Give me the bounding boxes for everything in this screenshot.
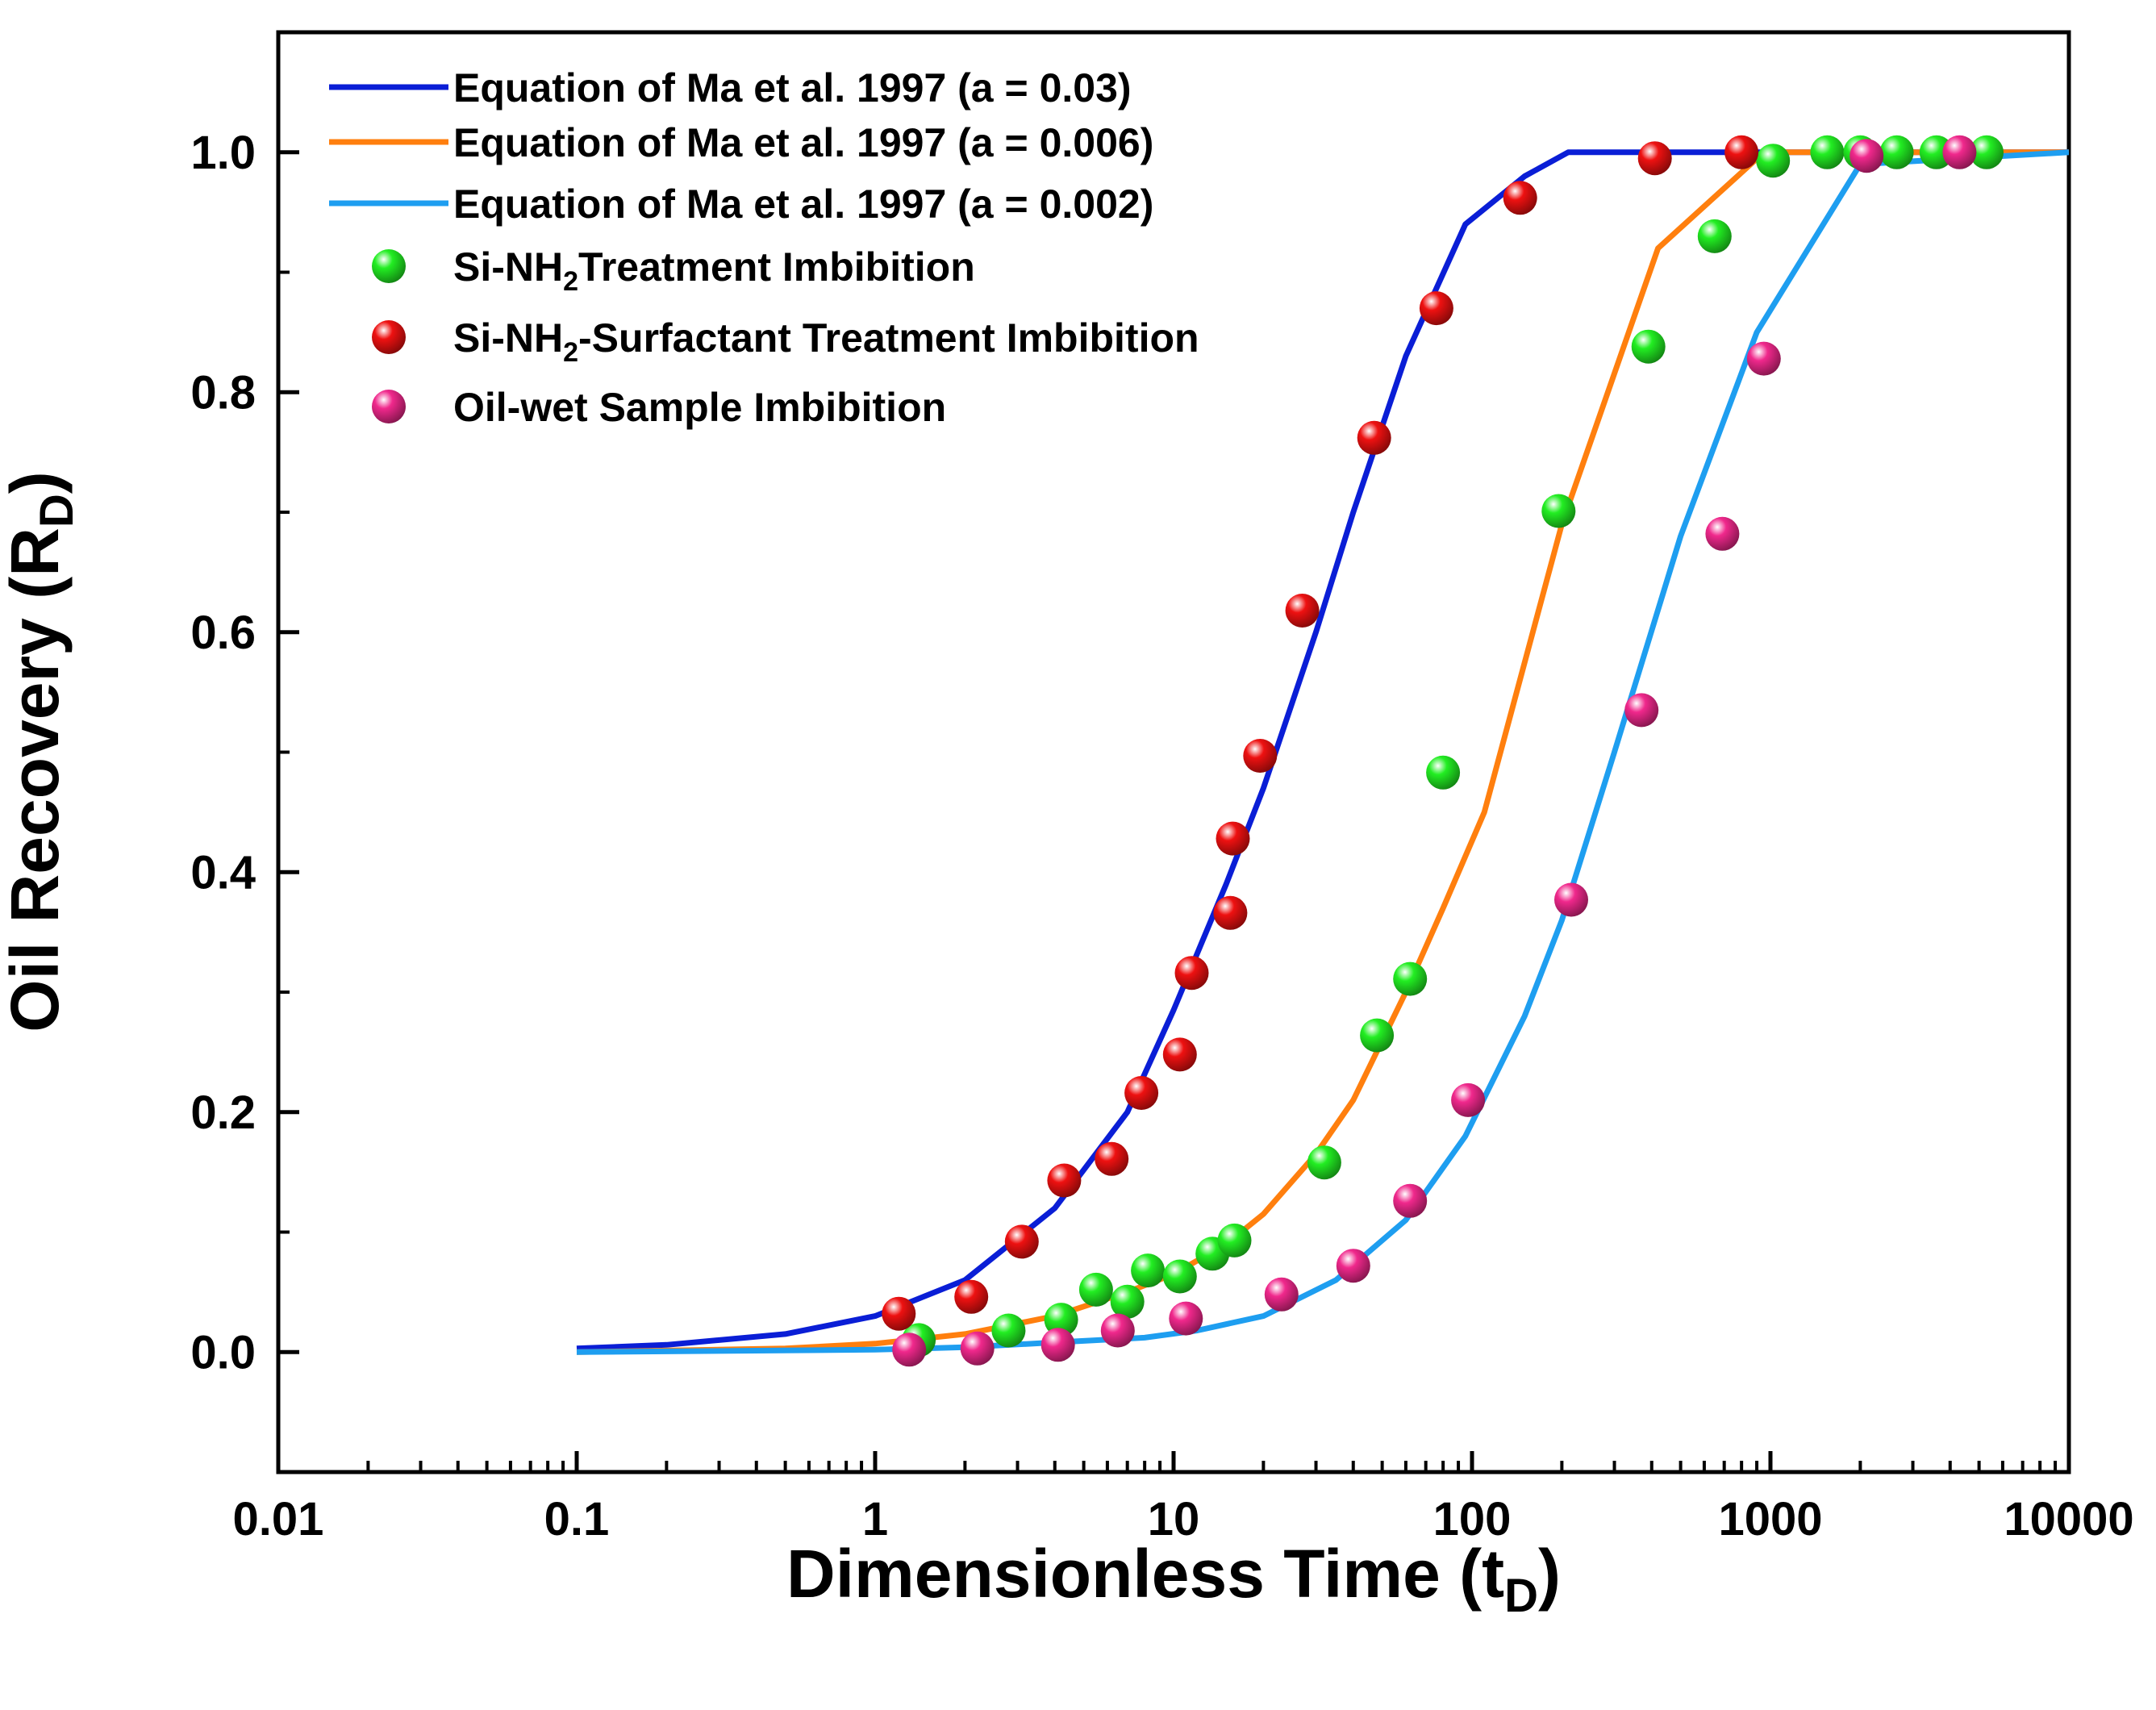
- point-series-1: [1697, 219, 1732, 253]
- point-series-1: [1162, 1259, 1197, 1294]
- data-points: [882, 135, 2004, 1367]
- y-tick-label: 0.6: [190, 607, 256, 659]
- legend-label: Oil-wet Sample Imbibition: [453, 385, 946, 430]
- point-series-1: [1360, 1018, 1395, 1053]
- point-series-2: [1047, 1163, 1082, 1198]
- point-series-3: [1264, 1277, 1299, 1312]
- y-tick-label: 0.0: [190, 1326, 256, 1378]
- point-series-2: [1162, 1037, 1197, 1072]
- legend-marker-swatch: [372, 320, 406, 354]
- point-series-2: [1213, 895, 1248, 930]
- curve-series-3: [576, 149, 2069, 1355]
- point-series-2: [1357, 420, 1391, 455]
- point-series-1: [1631, 329, 1666, 364]
- point-series-1: [1217, 1223, 1252, 1257]
- legend-label: Equation of Ma et al. 1997 (a = 0.03): [453, 65, 1132, 111]
- x-tick-label: 1000: [1718, 1493, 1822, 1545]
- point-series-3: [892, 1333, 927, 1367]
- point-series-3: [960, 1331, 995, 1366]
- point-series-1: [1756, 144, 1791, 178]
- point-series-3: [1393, 1183, 1428, 1218]
- x-tick-label: 10: [1148, 1493, 1200, 1545]
- point-series-2: [954, 1279, 989, 1314]
- point-series-1: [1131, 1253, 1166, 1288]
- legend-label: Equation of Ma et al. 1997 (a = 0.002): [453, 181, 1153, 227]
- point-series-1: [991, 1313, 1026, 1348]
- fitted-curves: [576, 149, 2069, 1355]
- point-series-2: [1419, 291, 1453, 326]
- point-series-3: [1942, 135, 1977, 169]
- point-series-2: [1004, 1224, 1039, 1259]
- y-tick-label: 0.2: [190, 1086, 256, 1139]
- x-tick-label: 0.1: [544, 1493, 610, 1545]
- point-series-3: [1705, 516, 1740, 551]
- point-series-1: [1879, 135, 1914, 169]
- point-series-2: [1285, 594, 1320, 628]
- point-series-2: [1095, 1141, 1129, 1176]
- point-series-2: [1174, 956, 1209, 991]
- legend: Equation of Ma et al. 1997 (a = 0.03) Equ…: [329, 65, 1199, 430]
- point-series-2: [1503, 181, 1537, 215]
- point-series-3: [1040, 1328, 1075, 1362]
- point-series-2: [1724, 135, 1759, 169]
- point-series-1: [1541, 494, 1576, 528]
- point-series-1: [1393, 961, 1428, 996]
- legend-label: Equation of Ma et al. 1997 (a = 0.006): [453, 120, 1153, 165]
- x-tick-label: 100: [1433, 1493, 1512, 1545]
- y-axis: 0.0 0.2 0.4 0.6 0.8 1.0: [190, 127, 299, 1378]
- x-tick-label: 1: [862, 1493, 888, 1545]
- point-series-3: [1169, 1301, 1203, 1336]
- point-series-1: [1970, 135, 2004, 169]
- point-series-3: [1849, 139, 1884, 173]
- point-series-2: [882, 1296, 916, 1331]
- point-series-1: [1044, 1303, 1078, 1337]
- y-tick-label: 1.0: [190, 127, 256, 179]
- point-series-3: [1624, 693, 1659, 728]
- x-axis-title: Dimensionless Time (tD): [786, 1536, 1561, 1622]
- point-series-3: [1100, 1313, 1135, 1348]
- point-series-2: [1243, 739, 1278, 773]
- legend-label: Si-NH2-Surfactant Treatment Imbibition: [453, 315, 1199, 368]
- point-series-2: [1637, 141, 1672, 176]
- x-tick-label: 0.01: [233, 1493, 324, 1545]
- point-series-3: [1554, 882, 1588, 917]
- point-series-3: [1336, 1249, 1370, 1283]
- point-series-2: [1124, 1076, 1159, 1110]
- point-series-1: [1110, 1284, 1145, 1319]
- point-series-2: [1216, 821, 1250, 856]
- point-series-1: [1810, 135, 1845, 169]
- legend-marker-swatch: [372, 390, 406, 423]
- y-tick-label: 0.4: [190, 846, 256, 899]
- point-series-1: [1426, 755, 1461, 790]
- x-tick-label: 10000: [2004, 1493, 2133, 1545]
- point-series-3: [1451, 1082, 1486, 1117]
- point-series-1: [1307, 1145, 1341, 1180]
- y-axis-title: Oil Recovery (RD): [0, 471, 83, 1032]
- legend-label: Si-NH2Treatment Imbibition: [453, 244, 975, 297]
- y-tick-label: 0.8: [190, 366, 256, 419]
- point-series-3: [1746, 341, 1781, 376]
- curve-series-1: [576, 149, 2069, 1352]
- curve-series-2: [576, 149, 2069, 1355]
- x-axis: 0.01 0.1 1 10 100 1000 10000: [233, 1451, 2134, 1545]
- point-series-1: [1078, 1272, 1113, 1307]
- legend-marker-swatch: [372, 249, 406, 283]
